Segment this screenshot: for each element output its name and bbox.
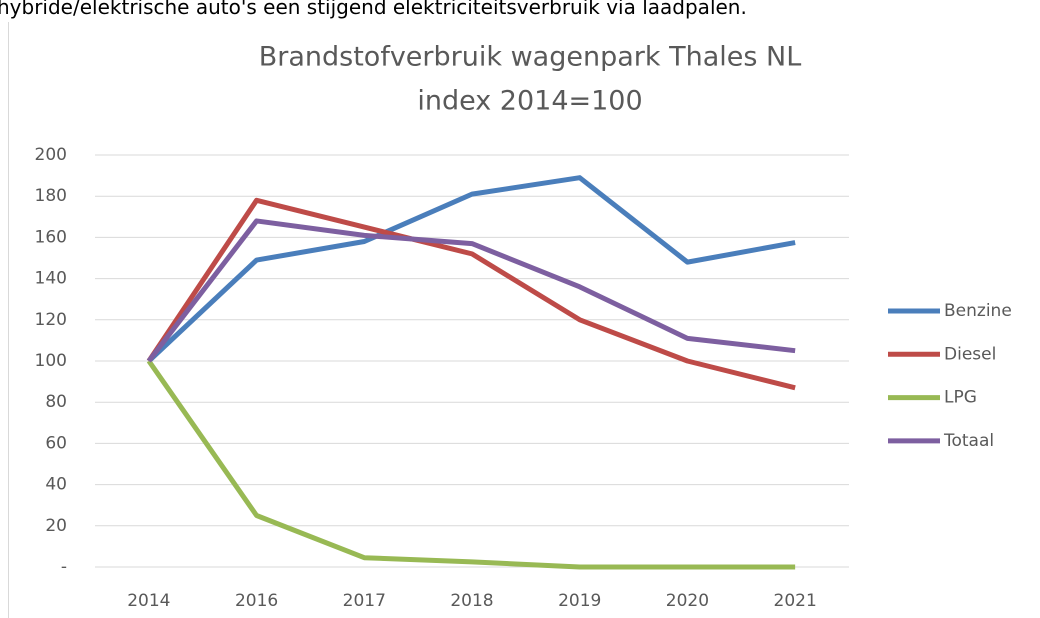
y-tick-label: - [61,557,67,577]
x-tick-label: 2019 [558,591,601,611]
y-tick-label: 120 [35,310,67,330]
x-tick-label: 2016 [235,591,278,611]
x-tick-label: 2017 [343,591,386,611]
x-tick-label: 2018 [450,591,493,611]
line-series [146,359,796,570]
chart-title: Brandstofverbruik wagenpark Thales NL [259,42,802,73]
line-series [146,197,796,391]
y-tick-label: 140 [35,269,67,289]
line-series [147,175,796,363]
y-tick-label: 60 [45,433,67,453]
y-tick-label: 80 [45,392,67,412]
y-tick-label: 180 [35,186,67,206]
legend-label: Benzine [944,301,1012,321]
y-tick-label: 200 [35,145,67,165]
y-tick-label: 40 [45,475,67,495]
y-tick-label: 20 [45,516,67,536]
x-tick-label: 2014 [127,591,170,611]
y-tick-label: 160 [35,227,67,247]
legend-label: Diesel [944,344,996,364]
x-tick-label: 2020 [666,591,709,611]
x-tick-label: 2021 [774,591,817,611]
line-series [146,218,796,363]
chart-title: index 2014=100 [417,86,642,117]
y-tick-label: 100 [35,351,67,371]
legend-label: LPG [944,388,977,408]
caption: hybride/elektrische auto's een stijgend … [0,0,747,19]
legend-label: Totaal [943,431,994,451]
